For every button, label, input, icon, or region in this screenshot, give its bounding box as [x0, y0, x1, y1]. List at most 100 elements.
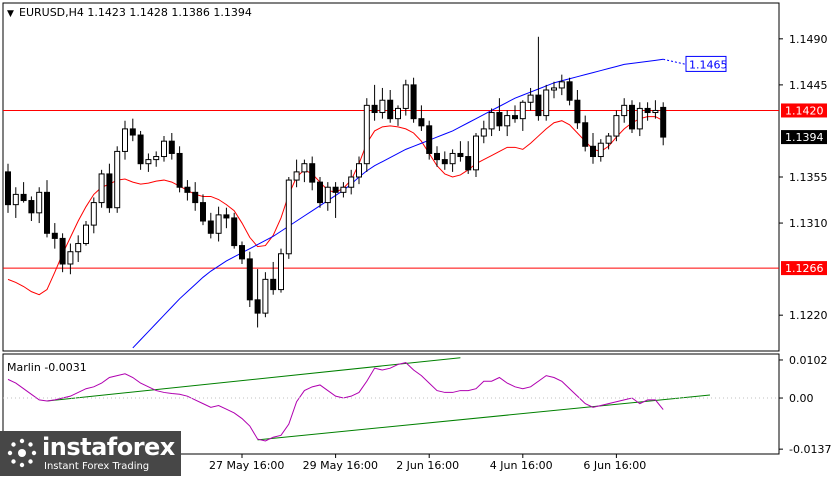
- candle-body: [551, 87, 557, 91]
- level-label-1: 1.1266: [785, 262, 824, 275]
- candle-body: [153, 156, 160, 161]
- candle-body: [83, 224, 89, 245]
- candle-body: [434, 152, 440, 161]
- candle-body: [371, 104, 378, 114]
- candle-body: [44, 191, 50, 234]
- candle-body: [129, 128, 136, 136]
- candle-body: [605, 135, 612, 144]
- candle-body: [137, 134, 144, 165]
- time-tick-label-3: 4 Jun 16:00: [490, 459, 553, 472]
- candle-body: [98, 173, 105, 204]
- candle-body: [629, 104, 635, 130]
- time-tick-label-0: 27 May 16:00: [209, 459, 284, 472]
- candle-body: [395, 107, 401, 120]
- candle-body: [652, 109, 659, 114]
- candle-body: [12, 193, 19, 206]
- candle-body: [480, 128, 487, 137]
- price-tick-label-2: 1.1355: [789, 171, 828, 184]
- candle-body: [293, 171, 300, 181]
- candle-body: [90, 202, 97, 226]
- indicator-upper-trendline: [46, 357, 461, 402]
- candle-body: [324, 186, 331, 204]
- current-price-label: 1.1394: [785, 131, 824, 144]
- candle-body: [543, 89, 550, 117]
- instaforex-logo-icon: [7, 438, 37, 468]
- candle-body: [387, 99, 394, 120]
- candle-body: [356, 163, 362, 178]
- candle-body: [200, 202, 206, 222]
- candle-body: [168, 140, 175, 154]
- candle-body: [379, 99, 386, 114]
- candle-body: [644, 107, 651, 114]
- brand-name: instaforex: [42, 433, 175, 461]
- candle-body: [51, 232, 58, 239]
- indicator-lower-trendline: [257, 394, 711, 441]
- candle-body: [176, 152, 183, 188]
- candle-body: [558, 81, 565, 89]
- candle-body: [496, 112, 503, 127]
- level-label-0: 1.1420: [785, 104, 824, 117]
- indicator-tick-label-1: 0.00: [789, 392, 814, 405]
- candle-body: [402, 84, 409, 109]
- candle-body: [207, 220, 214, 234]
- level-label-bg-0: [781, 103, 827, 118]
- candle-body: [192, 191, 199, 204]
- time-tick-label-1: 29 May 16:00: [303, 459, 378, 472]
- candle-body: [621, 104, 628, 117]
- candle-body: [75, 243, 82, 253]
- candle-body: [262, 278, 269, 314]
- candle-body: [270, 278, 277, 291]
- candle-body: [246, 258, 253, 301]
- indicator-name-label: Marlin -0.0031: [7, 361, 87, 374]
- candle-body: [488, 112, 495, 130]
- candle-body: [597, 142, 604, 158]
- target-label: 1.1465: [689, 58, 728, 71]
- instaforex-logo: instaforex Instant Forex Trading: [0, 431, 181, 476]
- price-tick-label-1: 1.1445: [789, 79, 828, 92]
- marlin-oscillator-line: [7, 362, 664, 442]
- candle-body: [285, 179, 292, 255]
- candle-body: [527, 94, 534, 103]
- candle-body: [254, 299, 261, 314]
- candle-body: [363, 104, 370, 165]
- candle-body: [426, 125, 433, 154]
- candle-body: [309, 163, 316, 183]
- candle-body: [301, 163, 308, 173]
- indicator-tick-label-2: -0.0137: [789, 443, 831, 456]
- candle-body: [67, 251, 74, 265]
- candle-body: [590, 145, 596, 158]
- candle-body: [519, 101, 526, 120]
- level-label-bg-1: [781, 261, 827, 276]
- symbol-header-arrow: ▼: [7, 9, 14, 19]
- price-tick-label-3: 1.1310: [789, 217, 828, 230]
- price-tick-label-0: 1.1490: [789, 33, 828, 46]
- candle-body: [457, 152, 464, 158]
- candle-body: [441, 159, 448, 165]
- candle-body: [473, 135, 479, 171]
- candle-body: [418, 118, 425, 127]
- time-tick-label-2: 2 Jun 16:00: [396, 459, 459, 472]
- candle-body: [348, 176, 355, 188]
- candle-body: [223, 214, 230, 219]
- candle-body: [504, 115, 511, 127]
- candle-body: [582, 122, 589, 147]
- candle-body: [660, 106, 667, 138]
- indicator-tick-label-0: 0.0102: [789, 354, 828, 367]
- candle-body: [239, 245, 245, 260]
- candle-body: [566, 81, 573, 101]
- candle-body: [184, 186, 191, 193]
- brand-tagline: Instant Forex Trading: [44, 461, 150, 472]
- candle-body: [20, 193, 27, 202]
- candle-body: [574, 99, 581, 124]
- candle-body: [449, 152, 456, 165]
- candle-body: [114, 150, 121, 209]
- candle-body: [122, 128, 128, 152]
- candle-body: [231, 217, 238, 247]
- candle-body: [332, 186, 339, 193]
- candle-body: [36, 191, 43, 214]
- candle-body: [5, 171, 11, 206]
- candle-body: [512, 115, 518, 120]
- candle-body: [59, 237, 66, 265]
- candle-body: [28, 200, 35, 214]
